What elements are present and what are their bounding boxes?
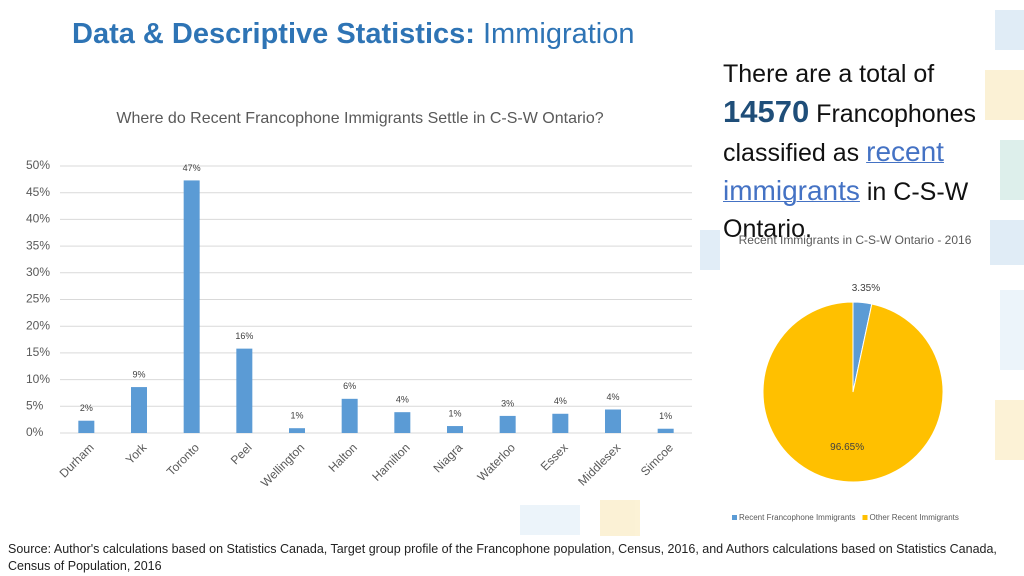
data-label: 96.65% [830, 442, 864, 453]
y-tick-label: 20% [26, 318, 50, 332]
y-tick-label: 15% [26, 345, 50, 359]
legend-swatch [732, 515, 737, 520]
title-rest: Immigration [483, 18, 635, 50]
data-label: 4% [554, 396, 567, 406]
x-tick-label: Peel [228, 440, 255, 467]
legend-label: Recent Francophone Immigrants [739, 513, 856, 522]
source: Source: Author's calculations based on S… [8, 542, 997, 573]
text: in C-S-W Ontario. [723, 178, 969, 243]
y-tick-label: 0% [26, 425, 44, 439]
link[interactable]: recent immigrants [723, 136, 944, 206]
text: There are a total of [723, 60, 935, 88]
legend-swatch [862, 515, 868, 520]
data-label: 4% [606, 392, 619, 402]
y-tick-label: 35% [26, 238, 50, 252]
x-tick-label: Hamilton [369, 440, 412, 483]
data-label: 3% [501, 398, 514, 408]
data-label: 1% [290, 411, 303, 421]
bar [394, 412, 411, 433]
data-label: 6% [343, 381, 356, 391]
bar [499, 415, 516, 433]
data-label: 2% [80, 403, 93, 413]
data-label: 4% [396, 395, 409, 405]
x-tick-label: Simcoe [638, 440, 676, 478]
y-tick-label: 50% [26, 158, 50, 172]
x-tick-label: York [123, 440, 150, 467]
x-tick-label: Niagra [430, 440, 465, 475]
bar [657, 428, 674, 433]
data-label: 47% [183, 163, 201, 173]
y-tick-label: 30% [26, 265, 50, 279]
bar [131, 387, 147, 433]
bar [289, 428, 305, 433]
decoration [520, 10, 1024, 536]
bar [341, 398, 358, 433]
legend-label: Other Recent Immigrants [870, 513, 959, 522]
data-label: 16% [235, 331, 253, 341]
y-tick-label: 40% [26, 212, 50, 226]
slide-title: Data & Descriptive Statistics: Immigrati… [72, 18, 635, 51]
bar-chart-title: Where do Recent Francophone Immigrants S… [116, 110, 604, 127]
data-label: 3.35% [852, 283, 880, 294]
x-tick-label: Middlesex [575, 440, 623, 488]
data-label: 1% [659, 411, 672, 421]
bar [447, 426, 463, 433]
y-tick-label: 45% [26, 185, 50, 199]
bar [552, 413, 569, 433]
text: Francophones classified as [723, 100, 976, 167]
title-bold: Data & Descriptive Statistics: [72, 18, 475, 50]
y-tick-label: 10% [26, 372, 50, 386]
x-tick-label: Halton [326, 440, 360, 474]
text-block: There are a total of 14570 Francophones … [723, 56, 1013, 248]
pie-chart-title: Recent Immigrants in C-S-W Ontario - 201… [738, 233, 972, 247]
pie-slice [762, 301, 944, 483]
bar [183, 180, 200, 433]
data-label: 1% [448, 408, 461, 418]
y-tick-label: 5% [26, 398, 44, 412]
bar [78, 420, 95, 433]
x-tick-label: Waterloo [474, 440, 518, 484]
data-label: 9% [132, 369, 145, 379]
count: 14570 [723, 94, 810, 129]
x-tick-label: Wellington [258, 440, 307, 489]
x-tick-label: Toronto [164, 440, 202, 478]
bar [236, 348, 253, 433]
x-tick-label: Durham [57, 440, 97, 480]
y-tick-label: 25% [26, 292, 50, 306]
x-tick-label: Essex [538, 440, 571, 473]
bar [605, 409, 621, 433]
